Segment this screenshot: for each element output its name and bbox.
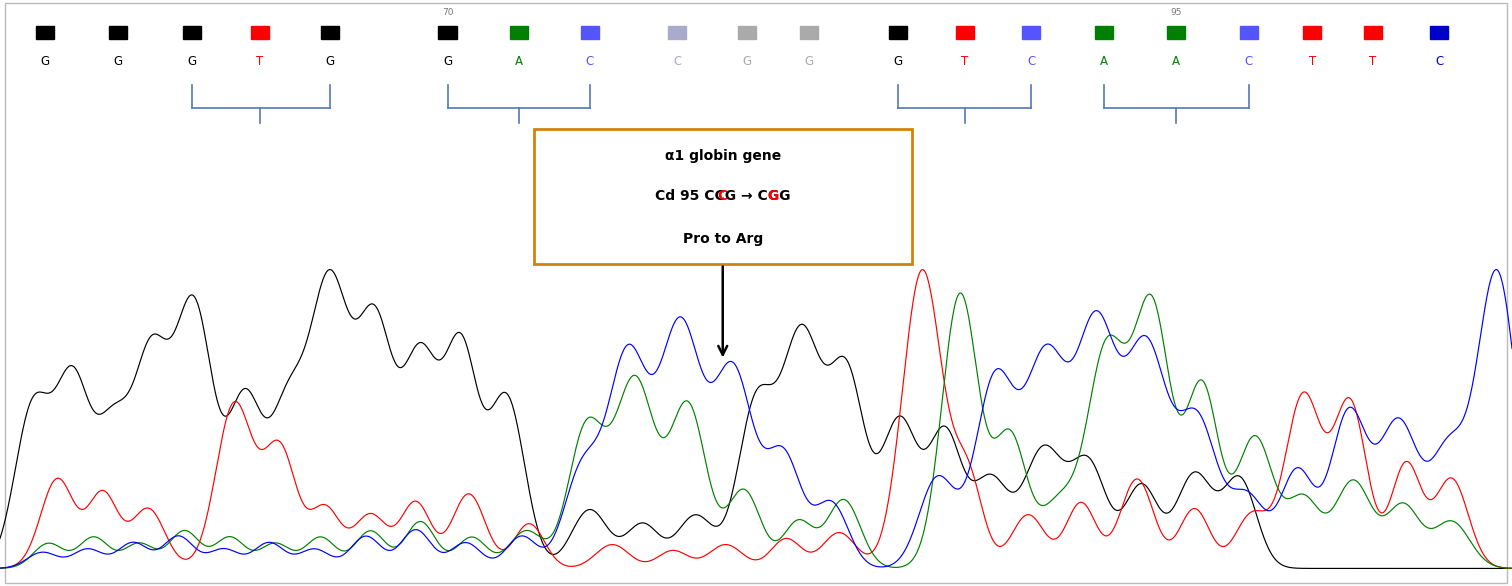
- Text: C: C: [1435, 55, 1444, 68]
- Bar: [183, 26, 201, 39]
- Text: 95: 95: [1170, 8, 1182, 18]
- Bar: [1303, 26, 1321, 39]
- Text: C: C: [673, 55, 682, 68]
- Text: G: G: [894, 55, 903, 68]
- Bar: [738, 26, 756, 39]
- Bar: [1240, 26, 1258, 39]
- Bar: [109, 26, 127, 39]
- Text: G: G: [443, 55, 452, 68]
- Text: G: G: [742, 55, 751, 68]
- Text: 70: 70: [442, 8, 454, 18]
- FancyBboxPatch shape: [534, 129, 912, 264]
- Bar: [251, 26, 269, 39]
- Text: Cd 95 CCG → CGG: Cd 95 CCG → CGG: [655, 189, 791, 203]
- Text: C: C: [585, 55, 594, 68]
- Text: G: G: [804, 55, 813, 68]
- FancyBboxPatch shape: [5, 3, 1507, 583]
- Text: C: C: [1244, 55, 1253, 68]
- Text: α1 globin gene: α1 globin gene: [665, 149, 780, 163]
- Text: Pro to Arg: Pro to Arg: [682, 233, 764, 247]
- Bar: [800, 26, 818, 39]
- Text: T: T: [257, 55, 263, 68]
- Text: A: A: [1172, 55, 1181, 68]
- Text: A: A: [1099, 55, 1108, 68]
- Bar: [889, 26, 907, 39]
- Text: A: A: [514, 55, 523, 68]
- Text: G: G: [325, 55, 334, 68]
- Bar: [36, 26, 54, 39]
- Text: C: C: [718, 189, 727, 203]
- Bar: [1167, 26, 1185, 39]
- Text: T: T: [962, 55, 968, 68]
- Bar: [668, 26, 686, 39]
- Text: T: T: [1309, 55, 1315, 68]
- Bar: [581, 26, 599, 39]
- Bar: [1022, 26, 1040, 39]
- Text: G: G: [41, 55, 50, 68]
- Bar: [438, 26, 457, 39]
- Text: G: G: [187, 55, 197, 68]
- Bar: [1430, 26, 1448, 39]
- Bar: [1364, 26, 1382, 39]
- Bar: [1095, 26, 1113, 39]
- Text: G: G: [767, 189, 779, 203]
- Bar: [321, 26, 339, 39]
- Bar: [956, 26, 974, 39]
- Bar: [510, 26, 528, 39]
- Text: C: C: [1027, 55, 1036, 68]
- Text: G: G: [113, 55, 122, 68]
- Text: T: T: [1370, 55, 1376, 68]
